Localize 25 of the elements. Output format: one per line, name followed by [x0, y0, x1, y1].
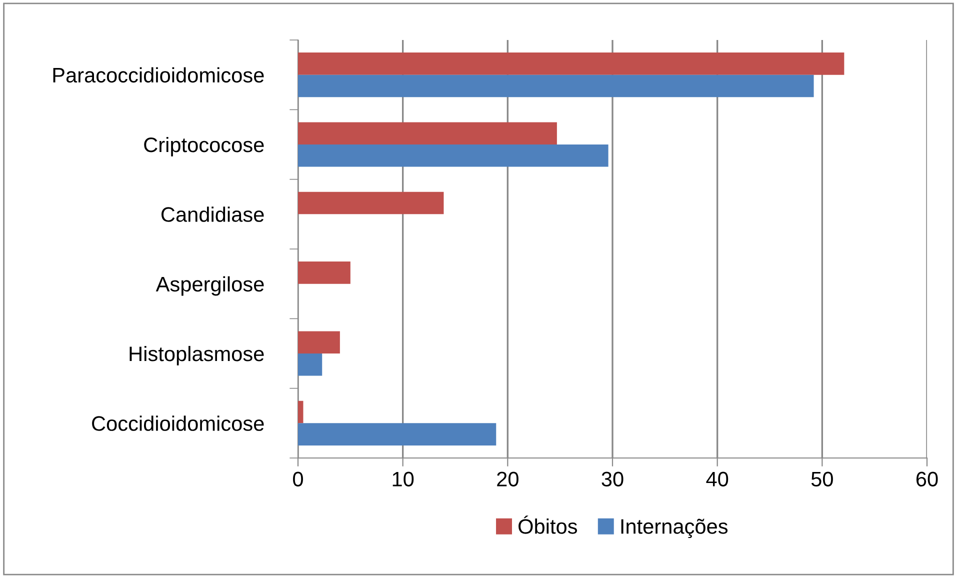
bar — [298, 423, 496, 446]
bar — [298, 331, 340, 354]
x-tick-label: 50 — [811, 472, 833, 486]
legend-label: Óbitos — [518, 516, 578, 534]
bar — [298, 400, 304, 424]
bar — [298, 354, 322, 376]
legend-label: Internações — [621, 518, 728, 538]
x-tick-label: 60 — [916, 472, 938, 486]
y-tick-label: Candidiase — [161, 206, 264, 222]
bar — [298, 122, 557, 144]
y-tick-label: Coccidioidomicose — [92, 416, 264, 431]
x-tick-label: 10 — [392, 472, 414, 486]
bar — [298, 262, 350, 284]
y-tick-label: Paracoccidioidomicose — [53, 67, 264, 83]
x-tick-label: 20 — [497, 472, 518, 486]
x-tick-label: 40 — [706, 472, 728, 486]
bar — [298, 192, 444, 214]
y-tick-label: Aspergilose — [156, 276, 264, 296]
bar — [298, 74, 814, 98]
bar — [298, 52, 844, 75]
y-tick-label: Criptococose — [144, 136, 264, 156]
bar — [298, 144, 608, 167]
y-tick-label: Histoplasmose — [130, 346, 264, 366]
x-tick-label: 0 — [293, 472, 303, 486]
x-tick-label: 30 — [602, 472, 624, 486]
